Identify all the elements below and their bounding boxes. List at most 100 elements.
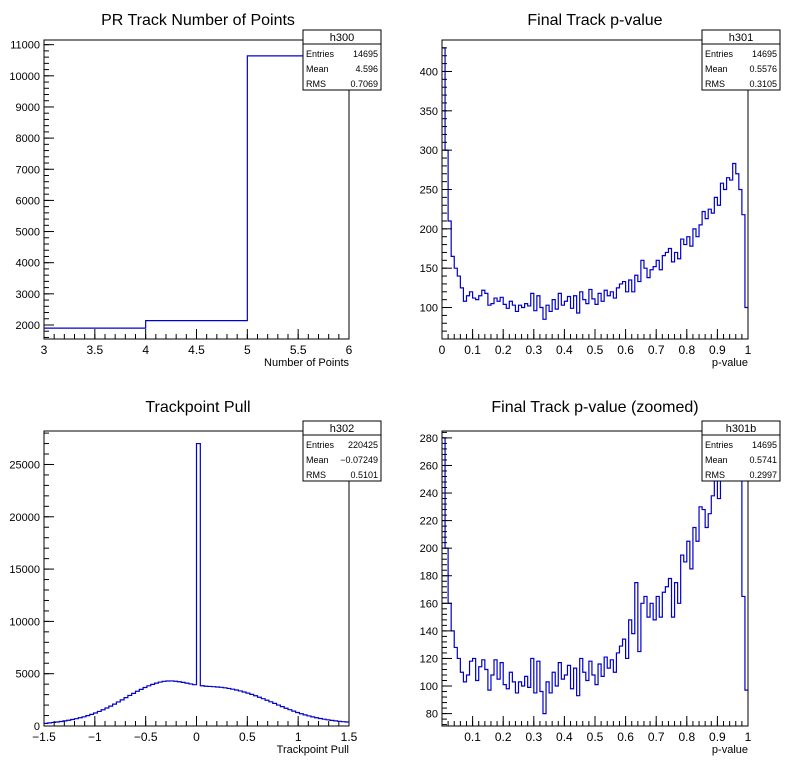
x-tick-label: 0.8 — [678, 343, 695, 357]
stats-row-value: 0.2997 — [749, 470, 777, 480]
y-tick-label: 10000 — [9, 71, 40, 83]
x-tick-label: 0.6 — [617, 730, 634, 744]
histogram-line — [44, 55, 349, 329]
stats-row-label: Entries — [705, 49, 734, 59]
x-tick-label: 0.9 — [709, 730, 726, 744]
x-tick-label: 4.5 — [188, 343, 205, 357]
stats-row-value: 0.5101 — [350, 470, 378, 480]
pad-h300: PR Track Number of Points 3 3.5 4 4.5 5 5.5 6 20… — [9, 12, 382, 369]
y-tick-label: 4000 — [16, 258, 40, 270]
y-tick-label: 10000 — [9, 616, 40, 628]
y-tick-label: 11000 — [10, 40, 40, 52]
stats-box-frame — [701, 29, 781, 91]
pad-h301: Final Track p-value 0 0.1 0.2 0.3 0.4 0.5 0.6 0.… — [420, 12, 781, 369]
x-tick-label: 3.5 — [86, 343, 103, 357]
stats-row-value: 0.5576 — [749, 64, 777, 74]
y-tick-label: 350 — [420, 106, 438, 118]
y-tick-label: 200 — [420, 543, 438, 555]
x-tick-label: 1 — [745, 343, 752, 357]
x-tick-label: 0.4 — [556, 343, 573, 357]
stats-row-value: 220425 — [348, 440, 378, 450]
stats-box: h302 Entries 220425 Mean −0.07249 RMS 0.5101 — [302, 420, 382, 482]
y-tick-label: 400 — [420, 66, 438, 78]
y-tick-label: 200 — [420, 224, 438, 236]
stats-row-label: Entries — [306, 49, 335, 59]
y-tick-label: 260 — [420, 460, 438, 472]
stats-row-label: Mean — [306, 64, 329, 74]
x-tick-label: 0.5 — [587, 730, 604, 744]
stats-box-title: h301 — [729, 32, 753, 44]
chart-title: Trackpoint Pull — [145, 399, 250, 416]
histogram-line — [44, 442, 349, 724]
x-tick-label: 0.5 — [587, 343, 604, 357]
y-tick-label: 240 — [420, 488, 438, 500]
stats-row-label: RMS — [705, 79, 725, 89]
y-tick-label: 3000 — [16, 289, 40, 301]
y-tick-label: 120 — [420, 653, 438, 665]
stats-row-value: −0.07249 — [340, 455, 378, 465]
y-tick-label: 6000 — [16, 195, 40, 207]
stats-row-value: 0.5741 — [749, 455, 777, 465]
stats-row-value: 0.7069 — [350, 79, 378, 89]
stats-row-label: Entries — [705, 440, 734, 450]
y-tick-label: 5000 — [16, 227, 40, 239]
stats-box-frame — [302, 29, 382, 91]
x-tick-label: 0.5 — [239, 730, 256, 744]
stats-box-title: h302 — [330, 423, 354, 435]
x-tick-label: 0 — [439, 343, 446, 357]
x-tick-label: 0 — [193, 730, 200, 744]
x-tick-label: −1 — [88, 730, 102, 744]
x-tick-label: −0.5 — [134, 730, 158, 744]
x-tick-label: 4 — [142, 343, 149, 357]
pad-h302: Trackpoint Pull −1.5 −1 −0.5 0 0.5 1 1.5 0 5000 10… — [9, 399, 382, 756]
stats-row-value: 4.596 — [355, 64, 378, 74]
x-tick-label: 5.5 — [290, 343, 307, 357]
x-axis-label: Trackpoint Pull — [277, 744, 349, 756]
y-tick-label: 0 — [34, 721, 40, 733]
stats-row-label: RMS — [306, 470, 326, 480]
y-tick-label: 300 — [420, 145, 438, 157]
y-tick-label: 180 — [420, 571, 438, 583]
pad-h301b: Final Track p-value (zoomed) 0.1 0.2 0.3 0.4… — [420, 399, 781, 756]
x-tick-label: 0.2 — [495, 343, 512, 357]
y-tick-label: 15000 — [9, 564, 40, 576]
stats-row-value: 0.3105 — [749, 79, 777, 89]
y-tick-label: 100 — [420, 303, 438, 315]
stats-box: h301b Entries 14695 Mean 0.5741 RMS 0.2997 — [701, 420, 781, 482]
x-tick-label: 0.4 — [556, 730, 573, 744]
y-tick-label: 25000 — [9, 459, 40, 471]
stats-box-frame — [701, 420, 781, 482]
stats-row-label: RMS — [306, 79, 326, 89]
y-tick-label: 150 — [420, 263, 438, 275]
y-tick-label: 80 — [426, 709, 438, 721]
y-tick-label: 7000 — [16, 164, 40, 176]
stats-box-title: h301b — [726, 423, 757, 435]
x-tick-label: 0.6 — [617, 343, 634, 357]
stats-row-label: Mean — [705, 64, 728, 74]
y-tick-label: 20000 — [9, 512, 40, 524]
y-tick-label: 2000 — [16, 320, 40, 332]
stats-row-value: 14695 — [353, 49, 378, 59]
x-axis-label: p-value — [712, 744, 748, 756]
x-tick-label: 1.5 — [341, 730, 358, 744]
stats-row-label: Mean — [705, 455, 728, 465]
x-tick-label: 0.2 — [495, 730, 512, 744]
histogram-line — [442, 47, 748, 320]
stats-row-value: 14695 — [752, 440, 777, 450]
x-tick-label: 1 — [295, 730, 302, 744]
x-tick-label: 5 — [244, 343, 251, 357]
y-tick-label: 5000 — [16, 669, 40, 681]
chart-title: Final Track p-value (zoomed) — [491, 399, 698, 416]
y-tick-label: 220 — [420, 516, 438, 528]
chart-title: Final Track p-value — [527, 12, 662, 29]
y-tick-label: 100 — [420, 681, 438, 693]
y-tick-label: 140 — [420, 626, 438, 638]
x-tick-label: 0.7 — [648, 343, 665, 357]
stats-box: h300 Entries 14695 Mean 4.596 RMS 0.7069 — [302, 29, 382, 91]
x-tick-label: 0.9 — [709, 343, 726, 357]
y-tick-label: 160 — [420, 598, 438, 610]
y-tick-label: 9000 — [16, 102, 40, 114]
x-tick-label: 0.3 — [525, 730, 542, 744]
x-tick-label: 0.7 — [648, 730, 665, 744]
